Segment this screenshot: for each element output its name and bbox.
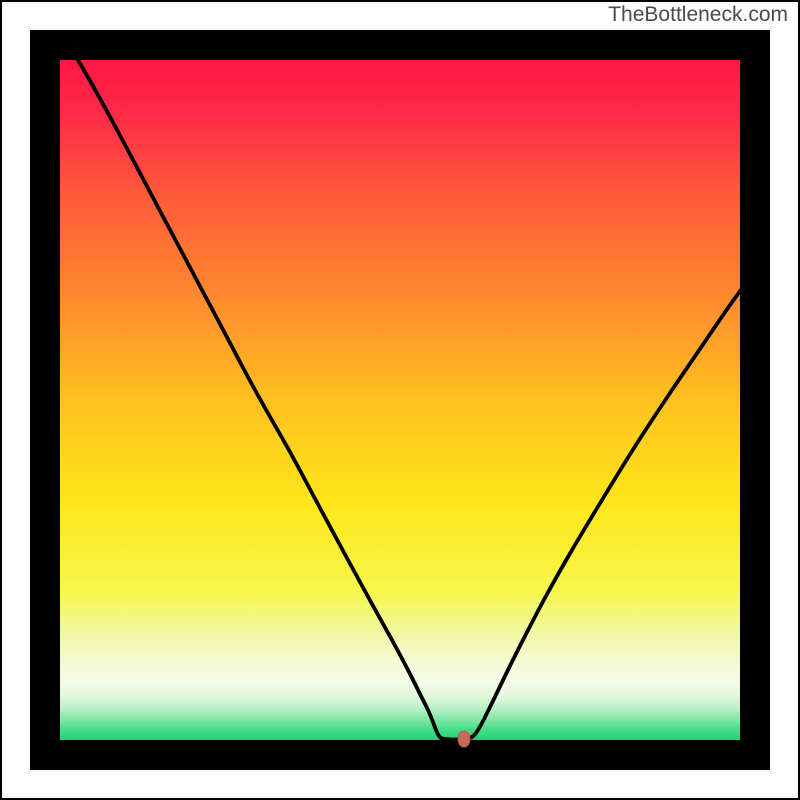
watermark-text: TheBottleneck.com	[608, 3, 788, 27]
bottleneck-chart	[0, 0, 800, 800]
min-marker	[458, 731, 470, 747]
chart-container: TheBottleneck.com	[0, 0, 800, 800]
